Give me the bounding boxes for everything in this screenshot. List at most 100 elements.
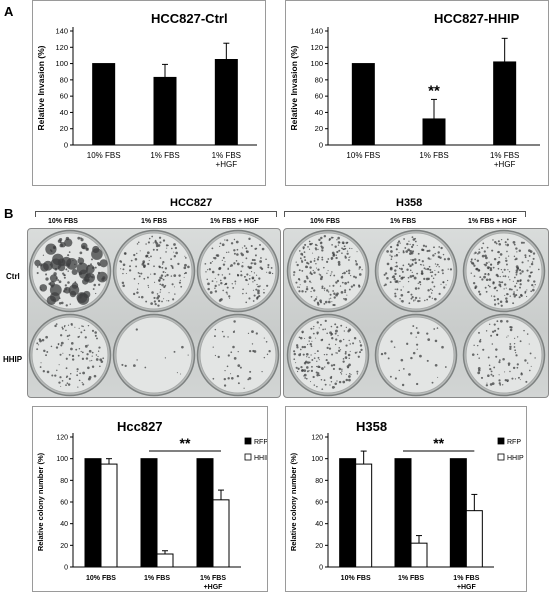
colony [447, 268, 449, 270]
colony [233, 238, 236, 241]
colony [344, 289, 347, 292]
colony [342, 338, 345, 341]
colony [81, 357, 85, 360]
colony [399, 280, 401, 283]
colony [306, 356, 308, 358]
colony [136, 243, 139, 245]
colony [222, 256, 225, 259]
colony [498, 283, 502, 287]
colony [158, 236, 162, 239]
colony [529, 271, 532, 274]
colony [137, 241, 140, 243]
colony [356, 351, 358, 353]
colony [91, 248, 103, 260]
colony [70, 347, 73, 351]
colony [39, 366, 42, 368]
colony [87, 377, 91, 381]
colony [67, 383, 71, 386]
colony [139, 273, 141, 275]
colony [389, 254, 391, 256]
colony [481, 254, 485, 258]
colony [354, 351, 357, 354]
colony [394, 292, 397, 295]
colony [385, 272, 388, 275]
colony [305, 287, 309, 291]
colony [411, 236, 414, 239]
colony [428, 265, 431, 268]
colony [224, 283, 227, 286]
colony [499, 281, 502, 284]
chart-hcc827-hhip: HCC827-HHIP Relative Invasion (%) 0 20 40 60 8… [285, 0, 549, 186]
colony [499, 253, 503, 256]
colony [516, 336, 519, 338]
colony [214, 290, 218, 293]
colony [240, 270, 242, 273]
legend-swatch [497, 437, 505, 445]
colony [267, 266, 270, 269]
colony [41, 338, 45, 342]
colony [102, 357, 105, 360]
colony [504, 244, 507, 246]
colony [248, 237, 251, 241]
y-tick-label: 80 [60, 75, 68, 84]
colony [489, 285, 491, 288]
colony [419, 297, 421, 299]
colony [488, 266, 490, 269]
colony [323, 379, 326, 382]
colony [187, 354, 189, 356]
colony [347, 353, 351, 357]
colony [493, 323, 496, 326]
colony [513, 346, 516, 348]
colony [336, 250, 339, 254]
colony [496, 298, 500, 301]
colony [226, 251, 228, 254]
colony [438, 266, 440, 268]
colony [330, 381, 333, 383]
colony [80, 331, 83, 334]
colony [406, 342, 409, 345]
panel-b-label: B [4, 206, 14, 221]
colony [478, 293, 482, 296]
colony [512, 240, 516, 244]
y-tick-label: 100 [56, 456, 68, 463]
colony [441, 345, 444, 349]
colony [409, 243, 411, 245]
colony [413, 300, 415, 302]
colony [359, 341, 361, 343]
plate-col-right-1: 1% FBS [390, 218, 417, 225]
colony [389, 281, 392, 284]
colony [263, 288, 265, 291]
colony [327, 291, 330, 293]
colony [45, 277, 49, 281]
colony [91, 365, 95, 368]
colony [471, 353, 475, 356]
colony [410, 293, 413, 296]
colony [328, 239, 331, 241]
colony [333, 274, 336, 277]
colony [411, 271, 413, 273]
colony [319, 299, 322, 302]
colony [97, 350, 100, 352]
colony [249, 275, 251, 277]
colony [434, 273, 437, 276]
colony [416, 272, 419, 275]
colony [321, 388, 324, 391]
x-tick-label: 10% FBS [87, 151, 121, 160]
colony [473, 344, 475, 346]
colony [344, 255, 347, 257]
colony [96, 337, 98, 340]
chart-hcc827-ctrl: HCC827-Ctrl Relative Invasion (%) 0 20 40 60 8… [32, 0, 266, 186]
colony [512, 293, 516, 296]
colony [332, 237, 334, 239]
colony [509, 347, 512, 351]
colony [530, 365, 532, 367]
colony [246, 273, 249, 276]
colony [509, 279, 511, 281]
colony [341, 252, 343, 254]
colony [315, 263, 317, 265]
colony [485, 278, 489, 282]
colony [513, 276, 516, 279]
colony [58, 301, 62, 305]
colony [410, 245, 414, 248]
colony [38, 338, 42, 341]
